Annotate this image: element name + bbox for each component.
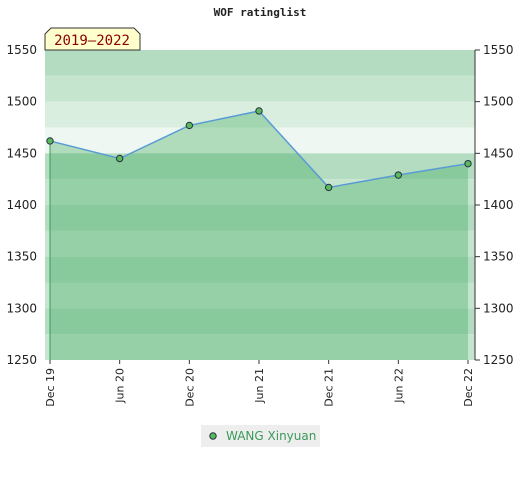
x-tick-label: Dec 22 [462, 368, 475, 407]
y2-tick-label: 1400 [483, 198, 514, 212]
period-badge [44, 27, 141, 51]
marker [464, 159, 472, 168]
y-tick-label: 1350 [6, 250, 37, 264]
chart-title: WOF ratinglist [214, 6, 307, 19]
y2-tick-label: 1450 [483, 146, 514, 160]
x-tick-label: Jun 21 [253, 368, 266, 404]
legend-label: WANG Xinyuan [226, 429, 316, 443]
y2-tick-label: 1250 [483, 353, 514, 367]
y-tick-label: 1400 [6, 198, 37, 212]
background-band [45, 230, 475, 257]
y2-tick-label: 1300 [483, 301, 514, 315]
marker [394, 171, 403, 179]
area [50, 110, 468, 360]
x-tick-label: Dec 19 [44, 368, 57, 407]
background-band [45, 101, 475, 128]
y-tick-label: 1250 [6, 353, 37, 367]
marker [46, 137, 54, 145]
y-tick-label: 1500 [6, 95, 37, 109]
period-label: 2019–2022 [54, 33, 130, 49]
x-tick-label: Dec 20 [183, 368, 196, 407]
y-tick-label: 1450 [6, 146, 37, 160]
marker [115, 154, 124, 163]
background-band [45, 282, 475, 309]
background-band [45, 75, 475, 102]
y2-tick-label: 1500 [483, 95, 514, 109]
legend-box [201, 425, 320, 447]
y2-tick-label: 1350 [483, 250, 514, 264]
background-band [45, 308, 475, 335]
background-band [45, 256, 475, 283]
marker [185, 121, 194, 130]
y-tick-label: 1550 [6, 43, 37, 57]
background-band [45, 50, 475, 76]
x-tick-label: Jun 20 [114, 368, 127, 404]
background-band [45, 127, 475, 154]
background-band [45, 334, 475, 360]
marker [324, 183, 333, 192]
y2-tick-label: 1550 [483, 43, 514, 57]
background-band [45, 179, 475, 205]
background-band [45, 205, 475, 231]
marker [255, 107, 263, 115]
y-tick-label: 1300 [6, 301, 37, 315]
x-tick-label: Dec 21 [323, 368, 336, 407]
legend-marker [209, 432, 217, 440]
x-tick-label: Jun 22 [392, 368, 405, 404]
